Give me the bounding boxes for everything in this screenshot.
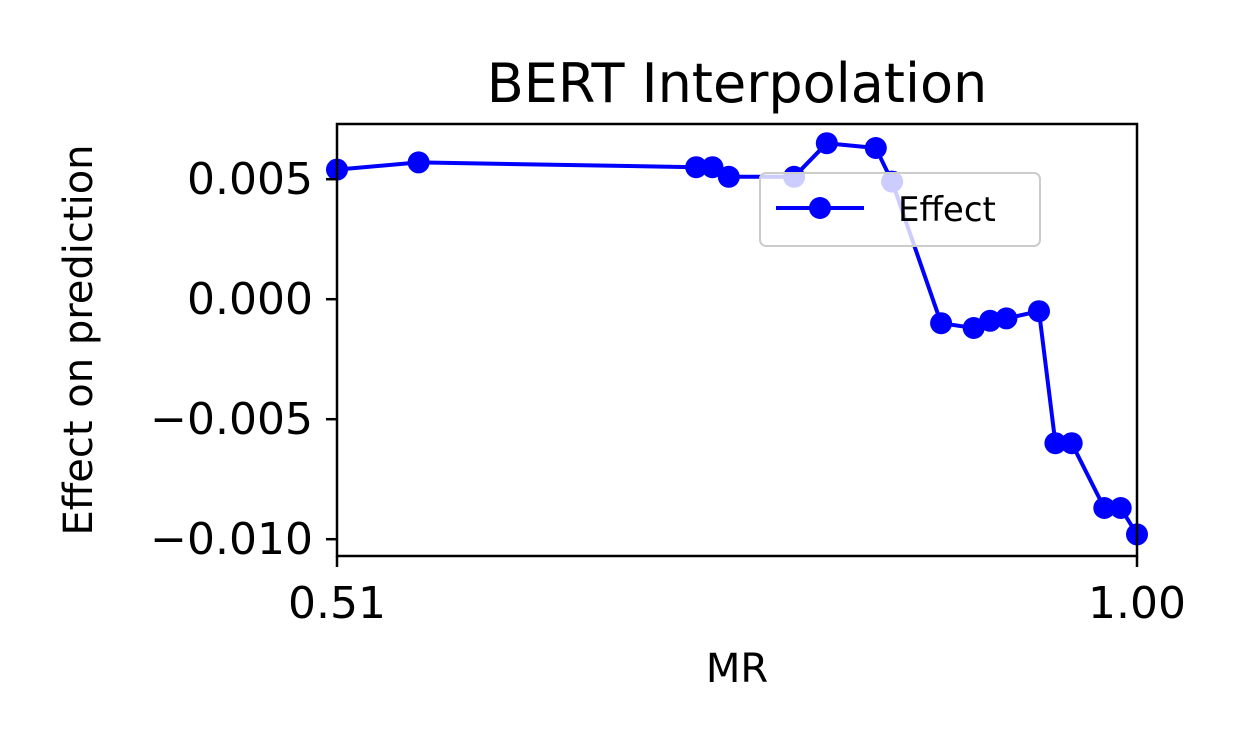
legend-box <box>759 172 1041 247</box>
data-point <box>1028 300 1050 323</box>
axis-ticks: 0.005 0.000 −0.005 −0.010 0.51 1.00 <box>150 154 1186 629</box>
x-tick-label: 1.00 <box>1088 578 1186 629</box>
plot-frame <box>335 122 1139 558</box>
data-point <box>407 151 430 174</box>
x-tick-label: 0.51 <box>288 578 386 629</box>
x-axis-label: MR <box>706 646 768 692</box>
data-point <box>815 132 838 155</box>
data-point <box>962 317 985 339</box>
data-point <box>1044 432 1067 455</box>
plot-area <box>326 132 1148 546</box>
data-point <box>685 156 708 179</box>
y-tick-label: −0.010 <box>150 514 313 565</box>
data-point <box>979 309 1002 332</box>
data-point <box>701 156 724 179</box>
legend-marker-swatch <box>809 197 831 219</box>
data-point <box>1109 497 1132 519</box>
y-axis-label: Effect on prediction <box>56 144 102 535</box>
y-tick-label: 0.000 <box>187 274 313 325</box>
data-point <box>995 307 1018 330</box>
data-point <box>717 165 740 188</box>
data-point <box>1060 432 1083 455</box>
y-tick-label: −0.005 <box>150 394 313 445</box>
legend: Effect <box>759 172 1041 247</box>
data-point <box>930 312 953 335</box>
data-point <box>864 137 887 159</box>
data-point <box>1093 497 1116 519</box>
legend-label-effect: Effect <box>898 190 996 230</box>
y-tick-label: 0.005 <box>187 154 313 205</box>
chart-title: BERT Interpolation <box>487 52 988 115</box>
